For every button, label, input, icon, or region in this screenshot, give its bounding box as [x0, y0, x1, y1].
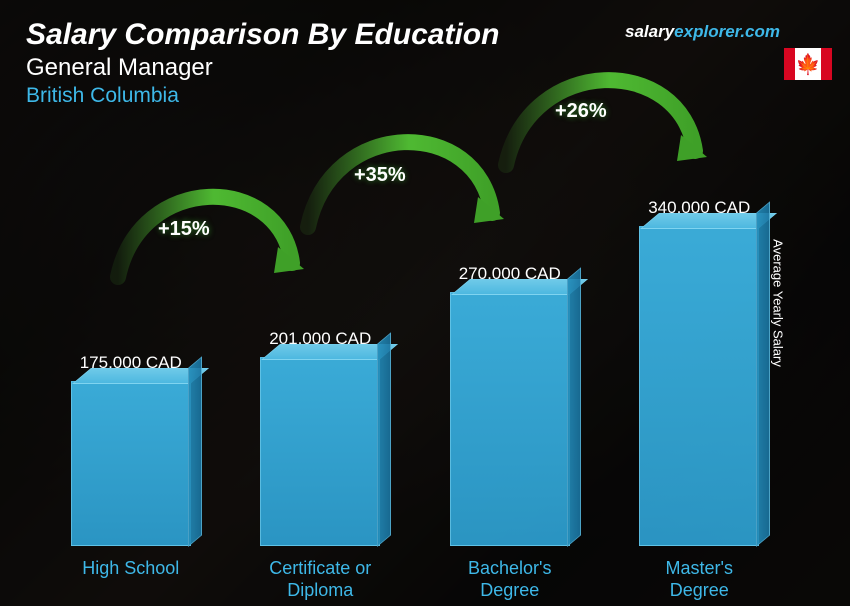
bar-label: Certificate or Diploma: [240, 558, 400, 601]
canada-flag-icon: 🍁: [784, 48, 832, 80]
bar-group-3: 340,000 CADMaster's Degree: [615, 198, 785, 546]
bar-label: Master's Degree: [619, 558, 779, 601]
bar: [639, 226, 759, 546]
brand-part1: salary: [625, 22, 674, 41]
brand-logo: salaryexplorer.com: [625, 22, 780, 42]
bar: [260, 357, 380, 546]
increase-label: +35%: [354, 164, 406, 187]
content-wrapper: Salary Comparison By Education General M…: [0, 0, 850, 606]
maple-leaf-icon: 🍁: [796, 52, 821, 77]
bar: [450, 292, 570, 546]
page-subtitle: General Manager: [26, 54, 824, 82]
brand-part2: explorer.com: [674, 22, 780, 41]
bar: [71, 381, 191, 546]
bar-label: Bachelor's Degree: [430, 558, 590, 601]
increase-label: +26%: [555, 100, 607, 123]
region-label: British Columbia: [26, 84, 824, 108]
bar-label: High School: [51, 558, 211, 580]
bar-chart: 175,000 CADHigh School201,000 CADCertifi…: [36, 140, 794, 546]
increase-label: +15%: [158, 218, 210, 241]
bar-group-0: 175,000 CADHigh School: [46, 353, 216, 546]
bar-group-2: 270,000 CADBachelor's Degree: [425, 264, 595, 546]
bar-group-1: 201,000 CADCertificate or Diploma: [236, 329, 406, 546]
